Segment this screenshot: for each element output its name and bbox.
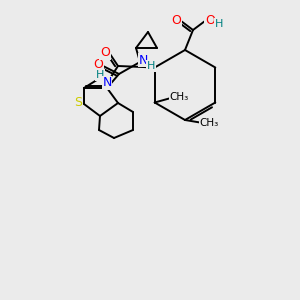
Text: N: N — [138, 53, 148, 67]
Text: H: H — [96, 70, 104, 80]
Text: H: H — [147, 61, 155, 71]
Text: O: O — [100, 46, 110, 59]
Text: CH₃: CH₃ — [200, 118, 219, 128]
Text: O: O — [93, 58, 103, 71]
Text: H: H — [215, 19, 223, 29]
Text: S: S — [74, 97, 82, 110]
Text: N: N — [102, 76, 112, 89]
Text: CH₃: CH₃ — [169, 92, 188, 103]
Text: O: O — [205, 14, 215, 26]
Text: O: O — [171, 14, 181, 26]
